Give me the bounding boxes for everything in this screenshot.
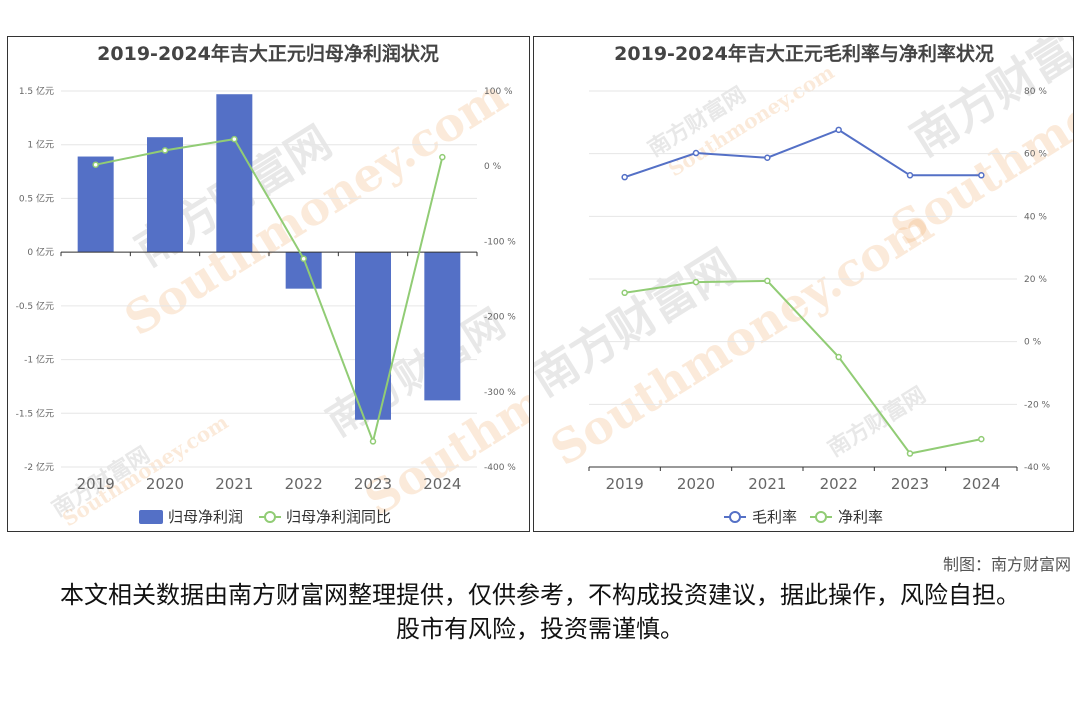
legend-line-marker: [264, 511, 276, 523]
x-tick-label: 2021: [748, 475, 786, 493]
bar-2024: [424, 252, 461, 401]
point-gross-margin-2020: [692, 149, 700, 157]
legend-line-marker: [815, 511, 827, 523]
x-tick-label: 2024: [423, 475, 461, 493]
y-left-tick-label: 1 亿元: [27, 139, 54, 151]
point-net-margin-2019: [621, 289, 628, 297]
profit-chart: 南方财富网Southmoney.com南方财富网Southmoney.com南方…: [16, 42, 529, 531]
point-yoy-2022: [300, 255, 307, 262]
profit-chart-panel: 南方财富网Southmoney.com南方财富网Southmoney.com南方…: [7, 36, 530, 532]
legend-label-net-margin: 净利率: [838, 508, 883, 526]
x-tick-label: 2024: [962, 475, 1000, 493]
chart-title: 2019-2024年吉大正元毛利率与净利率状况: [614, 42, 994, 65]
y-right-tick-label: 0 %: [1024, 338, 1042, 348]
margin-chart-panel: 南方财富网 Southmoney.com 南方财富网 Southmoney.com 南方…: [533, 36, 1074, 532]
point-net-margin-2023: [906, 450, 914, 457]
x-tick-label: 2023: [354, 475, 392, 493]
point-net-margin-2020: [692, 278, 700, 286]
x-tick-label: 2019: [606, 475, 644, 493]
point-gross-margin-2021: [764, 154, 771, 161]
disclaimer-text: 本文相关数据由南方财富网整理提供，仅供参考，不构成投资建议，据此操作，风险自担。…: [60, 581, 1020, 643]
series-line-net-margin: [624, 279, 982, 455]
y-right-tick-label: -300 %: [484, 388, 516, 398]
bar-2021: [216, 94, 253, 253]
y-left-tick-label: -2 亿元: [24, 461, 54, 473]
series-line-gross-margin: [624, 128, 982, 179]
y-right-tick-label: 100 %: [484, 87, 513, 97]
x-tick-label: 2020: [146, 475, 184, 493]
y-right-tick-label: 60 %: [1024, 150, 1047, 160]
point-yoy-2020: [161, 147, 169, 154]
watermark-text: 南方财富网: [823, 382, 930, 462]
bar-2023: [355, 252, 391, 420]
point-gross-margin-2019: [621, 173, 628, 181]
point-net-margin-2022: [835, 353, 842, 361]
point-yoy-2019: [92, 161, 99, 168]
point-net-margin-2024: [978, 435, 985, 443]
point-gross-margin-2022: [835, 126, 842, 134]
x-tick-label: 2020: [677, 475, 715, 493]
y-left-tick-label: -0.5 亿元: [16, 300, 54, 312]
point-yoy-2024: [439, 153, 446, 161]
point-gross-margin-2023: [906, 172, 914, 179]
y-right-tick-label: 40 %: [1024, 212, 1047, 222]
bar-2019: [77, 156, 114, 253]
y-left-tick-label: -1.5 亿元: [16, 407, 54, 419]
bar-2020: [147, 137, 183, 253]
point-gross-margin-2024: [978, 172, 985, 179]
y-left-tick-label: 0 亿元: [27, 246, 54, 258]
point-yoy-2023: [369, 438, 377, 445]
y-right-tick-label: -100 %: [484, 237, 516, 247]
legend-bar-swatch: [139, 510, 163, 524]
point-yoy-2021: [231, 135, 238, 143]
series-line-yoy: [95, 138, 444, 445]
y-right-tick-label: 80 %: [1024, 87, 1047, 97]
x-tick-label: 2021: [215, 475, 253, 493]
legend-label-profit: 归母净利润: [168, 508, 243, 526]
chart-credit: 制图：南方财富网: [942, 555, 1071, 574]
y-right-tick-label: -200 %: [484, 313, 516, 323]
legend-label-yoy: 归母净利润同比: [286, 508, 391, 526]
legend-line-marker: [729, 511, 741, 523]
y-right-tick-label: -20 %: [1024, 400, 1051, 410]
y-right-tick-label: 20 %: [1024, 275, 1047, 285]
y-right-tick-label: 0 %: [484, 162, 502, 172]
y-right-tick-label: -400 %: [484, 463, 516, 473]
y-left-tick-label: 0.5 亿元: [19, 192, 54, 204]
x-tick-label: 2019: [77, 475, 115, 493]
y-right-tick-label: -40 %: [1024, 463, 1051, 473]
x-tick-label: 2023: [891, 475, 929, 493]
x-tick-label: 2022: [820, 475, 858, 493]
x-tick-label: 2022: [285, 475, 323, 493]
point-net-margin-2021: [764, 277, 771, 285]
chart-title: 2019-2024年吉大正元归母净利润状况: [97, 42, 439, 65]
y-left-tick-label: 1.5 亿元: [19, 85, 54, 97]
legend-label-gross-margin: 毛利率: [752, 508, 797, 526]
y-left-tick-label: -1 亿元: [24, 354, 54, 366]
